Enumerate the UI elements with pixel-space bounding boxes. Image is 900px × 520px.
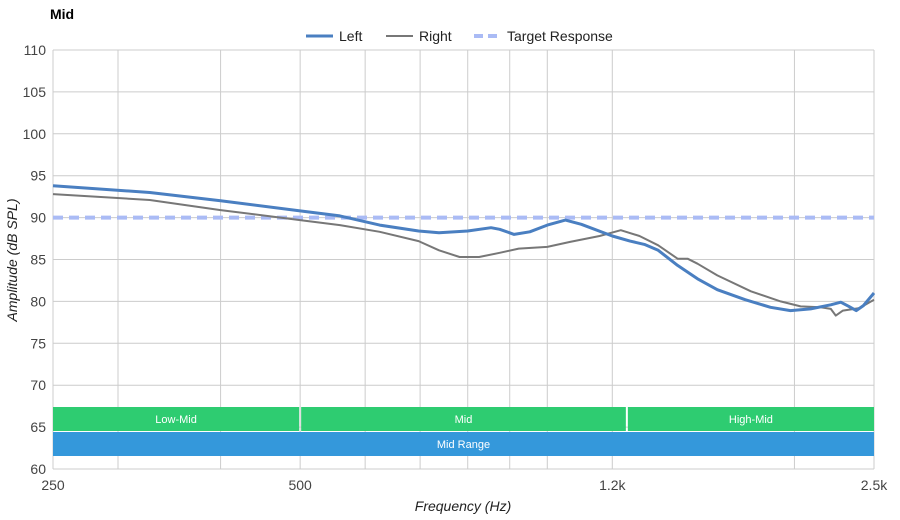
series-line-right bbox=[52, 193, 875, 317]
y-tick-label: 95 bbox=[30, 168, 46, 184]
y-tick-label: 90 bbox=[30, 210, 46, 226]
y-tick-label: 65 bbox=[30, 419, 46, 435]
y-tick-label: 60 bbox=[30, 461, 46, 477]
band-label: Low-Mid bbox=[155, 414, 197, 426]
series-line-left bbox=[52, 184, 876, 313]
legend-label: Left bbox=[339, 28, 362, 44]
y-tick-label: 75 bbox=[30, 335, 46, 351]
band-high-mid bbox=[627, 407, 874, 431]
x-tick-label: 500 bbox=[288, 477, 312, 493]
band-mid-range bbox=[53, 432, 874, 456]
legend-label: Target Response bbox=[507, 28, 613, 44]
band-low-mid bbox=[53, 407, 300, 431]
y-tick-label: 85 bbox=[30, 252, 46, 268]
x-axis-label: Frequency (Hz) bbox=[415, 498, 511, 514]
band-mid bbox=[301, 407, 626, 431]
legend-label: Right bbox=[419, 28, 452, 44]
y-tick-label: 70 bbox=[30, 377, 46, 393]
x-tick-label: 2.5k bbox=[861, 477, 888, 493]
band-label: Mid bbox=[455, 414, 473, 426]
chart-title: Mid bbox=[50, 6, 74, 22]
y-tick-label: 80 bbox=[30, 293, 46, 309]
x-tick-label: 250 bbox=[41, 477, 65, 493]
band-label: Mid Range bbox=[437, 439, 490, 451]
y-tick-label: 110 bbox=[24, 42, 47, 58]
y-tick-label: 100 bbox=[23, 126, 47, 142]
y-axis-label: Amplitude (dB SPL) bbox=[4, 199, 20, 323]
band-label: High-Mid bbox=[729, 414, 773, 426]
y-tick-label: 105 bbox=[23, 84, 47, 100]
x-tick-label: 1.2k bbox=[599, 477, 626, 493]
